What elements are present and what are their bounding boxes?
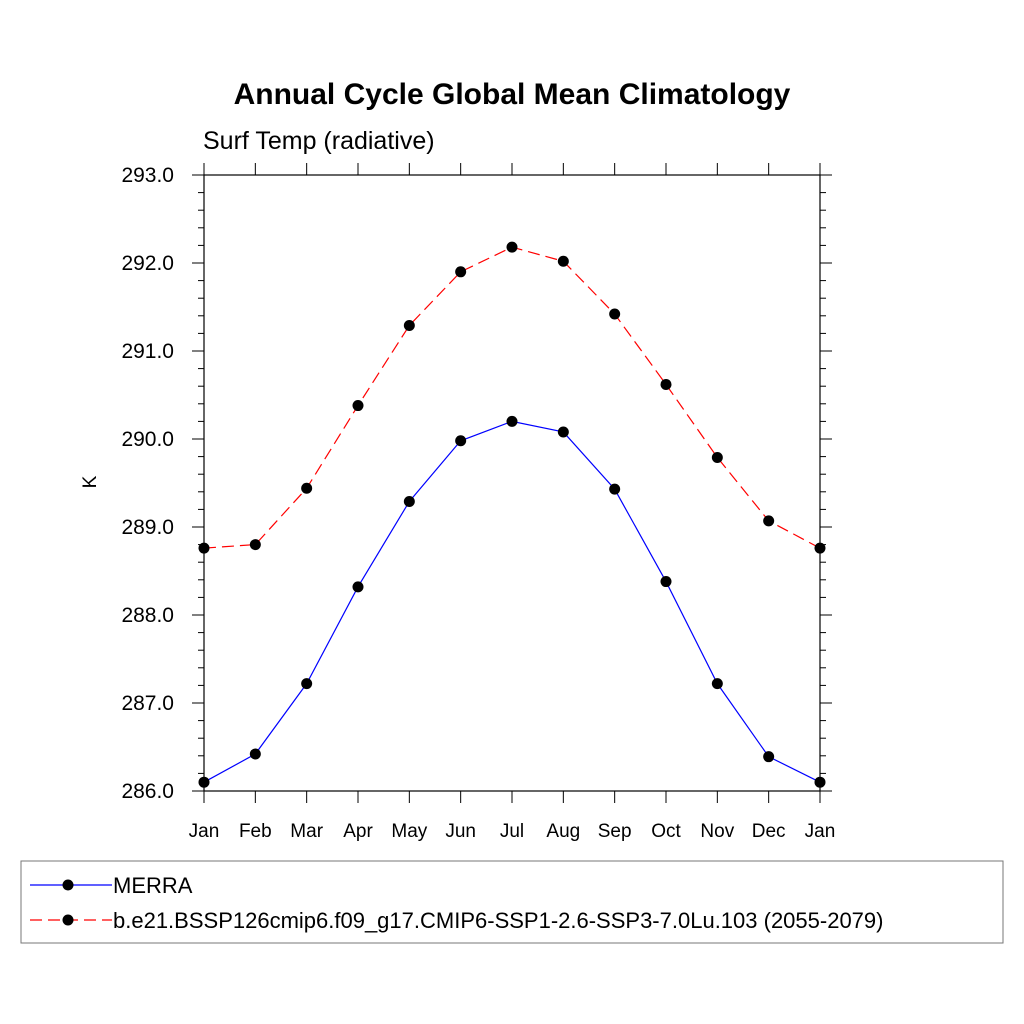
y-axis-label: K <box>80 475 101 488</box>
x-tick-label: Jan <box>189 821 220 842</box>
data-point <box>609 308 621 320</box>
y-tick-label: 286.0 <box>121 780 174 803</box>
x-tick-label: Sep <box>598 821 632 842</box>
legend-entry: b.e21.BSSP126cmip6.f09_g17.CMIP6-SSP1-2.… <box>30 908 883 933</box>
legend-label: MERRA <box>113 873 193 898</box>
x-tick-label: Jul <box>500 821 524 842</box>
data-point <box>609 483 621 495</box>
axis-ticks <box>192 163 832 803</box>
data-point <box>403 319 415 331</box>
y-tick-label: 290.0 <box>121 428 174 451</box>
series-layer <box>198 241 826 788</box>
data-point <box>557 255 569 267</box>
legend-label: b.e21.BSSP126cmip6.f09_g17.CMIP6-SSP1-2.… <box>113 908 883 933</box>
y-tick-label: 287.0 <box>121 692 174 715</box>
chart-title: Annual Cycle Global Mean Climatology <box>234 78 791 111</box>
series-line <box>203 246 821 549</box>
data-point <box>403 495 415 507</box>
data-point <box>249 748 261 760</box>
data-point <box>763 515 775 527</box>
legend-marker <box>62 914 74 926</box>
series-line <box>203 420 821 783</box>
data-point <box>763 751 775 763</box>
data-point <box>249 539 261 551</box>
x-tick-label: Jun <box>445 821 476 842</box>
data-point <box>455 435 467 447</box>
chart-subtitle: Surf Temp (radiative) <box>203 127 435 155</box>
y-tick-label: 291.0 <box>121 340 174 363</box>
x-tick-label: May <box>391 821 427 842</box>
data-point <box>506 241 518 253</box>
data-point <box>660 576 672 588</box>
y-tick-label: 292.0 <box>121 252 174 275</box>
data-point <box>301 482 313 494</box>
x-tick-label: Oct <box>651 821 681 842</box>
x-tick-labels: Jan Feb Mar Apr May Jun Jul Aug Sep Oct Nov Dec Jan <box>189 821 836 842</box>
x-tick-label: Nov <box>700 821 734 842</box>
data-point <box>711 678 723 690</box>
data-point <box>455 266 467 278</box>
legend: MERRA b.e21.BSSP126cmip6.f09_g17.CMIP6-SS… <box>30 873 883 933</box>
x-tick-label: Mar <box>290 821 323 842</box>
data-point <box>506 415 518 427</box>
x-tick-label: Dec <box>752 821 786 842</box>
data-point <box>301 678 313 690</box>
x-tick-label: Aug <box>546 821 580 842</box>
y-tick-labels: 286.0 287.0 288.0 289.0 290.0 291.0 292.0 293.0 <box>121 164 174 803</box>
data-point <box>557 426 569 438</box>
series-1 <box>198 415 826 788</box>
legend-box <box>20 860 1004 944</box>
legend-entry: MERRA <box>30 873 193 898</box>
data-point <box>711 451 723 463</box>
legend-marker <box>62 879 74 891</box>
data-point <box>352 581 364 593</box>
plot-frame <box>203 174 821 792</box>
x-tick-label: Feb <box>239 821 272 842</box>
data-point <box>660 378 672 390</box>
series-2 <box>198 241 826 554</box>
y-tick-label: 293.0 <box>121 164 174 187</box>
y-tick-label: 289.0 <box>121 516 174 539</box>
x-tick-label: Apr <box>343 821 373 842</box>
data-point <box>352 400 364 412</box>
y-tick-label: 288.0 <box>121 604 174 627</box>
x-tick-label: Jan <box>805 821 836 842</box>
